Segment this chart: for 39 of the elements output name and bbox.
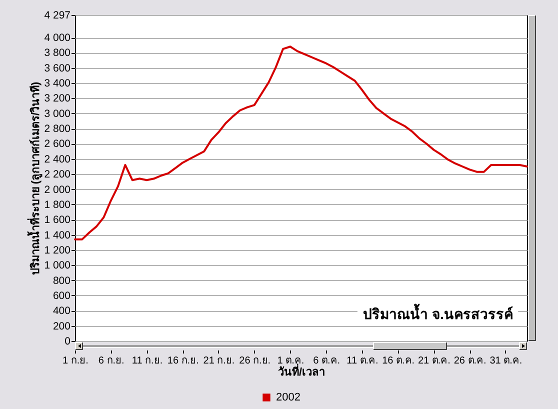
y-tick-label: 3 600 — [44, 62, 71, 74]
line-series — [74, 46, 528, 240]
x-tick-label: 31 ต.ค. — [490, 356, 522, 366]
y-tick-label: 1 800 — [44, 198, 71, 211]
x-tick-label: 21 ก.ย. — [203, 356, 235, 366]
y-tick-label: 4 297 — [44, 10, 71, 22]
x-tick-label: 6 ก.ย. — [98, 356, 124, 366]
x-tick-label: 26 ก.ย. — [239, 356, 271, 366]
y-tick-label: 400 — [52, 305, 71, 318]
y-axis-title: ปริมาณน้ำที่ระบาย (ลูกบาศก์เมตร/วินาที) — [27, 81, 44, 276]
y-tick-label: 200 — [52, 320, 71, 332]
y-tick-label: 0 — [64, 336, 71, 348]
x-tick-label: 1 ก.ย. — [62, 356, 88, 366]
y-tick-label: 2 000 — [44, 184, 71, 196]
x-tick-label: 11 ก.ย. — [132, 356, 163, 366]
x-tick-label: 26 ต.ค. — [454, 356, 486, 366]
y-tick-label: 2 600 — [44, 138, 71, 150]
y-tick-label: 2 400 — [44, 153, 71, 166]
x-axis-title: วันที่/เวลา — [278, 364, 326, 378]
y-tick-label: 3 200 — [44, 92, 71, 105]
legend-label: 2002 — [276, 392, 300, 404]
x-tick-label: 21 ต.ค. — [418, 356, 450, 366]
text: ปริมาณน้ำ จ.นครสวรรค์ — [363, 303, 513, 322]
y-tick-label: 2 800 — [44, 123, 71, 136]
y-tick-label: 3 800 — [44, 47, 71, 60]
y-tick-label: 600 — [52, 290, 71, 302]
x-tick-label: 16 ก.ย. — [167, 356, 199, 366]
y-tick-label: 3 000 — [44, 108, 71, 120]
y-tick-label: 1 600 — [44, 214, 71, 226]
y-tick-label: 800 — [52, 274, 71, 287]
y-tick-label: 1 200 — [44, 244, 71, 256]
x-tick-label: 6 ต.ค. — [313, 356, 340, 366]
y-tick-label: 4 000 — [44, 32, 71, 44]
x-tick-label: 11 ต.ค. — [346, 356, 378, 366]
y-tick-label: 1 400 — [44, 229, 71, 242]
y-tick-label: 1 000 — [44, 260, 71, 272]
x-tick-label: 16 ต.ค. — [382, 356, 415, 366]
y-tick-label: 3 400 — [44, 78, 71, 90]
y-tick-label: 2 200 — [44, 168, 71, 181]
